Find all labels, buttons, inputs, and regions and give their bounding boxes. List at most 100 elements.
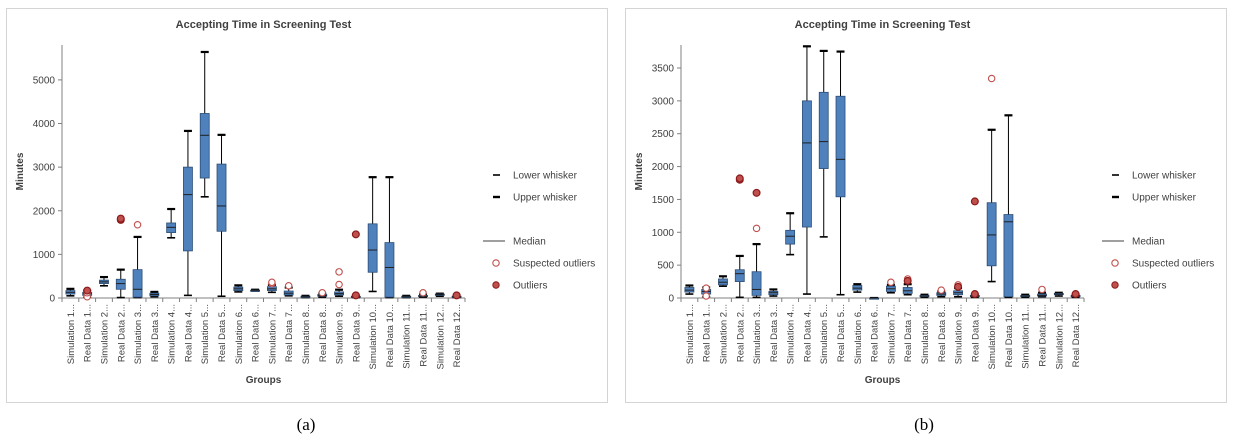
box-group — [317, 289, 328, 298]
chart-title: Accepting Time in Screening Test — [176, 19, 352, 31]
x-tick-label: Real Data 9... — [351, 304, 362, 362]
x-tick-label: Real Data 1... — [83, 304, 94, 362]
x-tick-label: Simulation 5... — [819, 304, 830, 364]
x-tick-label: Real Data 5... — [217, 304, 228, 362]
box-group — [785, 212, 796, 256]
box-group — [199, 50, 210, 198]
iqr-box — [751, 271, 762, 296]
suspected-outlier-point — [133, 220, 142, 229]
x-tick-label: Real Data 11... — [1038, 304, 1049, 367]
box-group — [718, 275, 728, 287]
x-tick-label: Real Data 3... — [769, 304, 780, 362]
box-group — [300, 294, 311, 299]
x-tick-label: Real Data 7... — [284, 304, 295, 362]
iqr-box — [1003, 214, 1014, 298]
legend-outliers-swatch — [492, 281, 500, 289]
suspected-outlier-point — [702, 292, 710, 300]
suspected-outlier-point — [702, 284, 710, 292]
box-group — [986, 74, 997, 283]
y-tick-label: 500 — [657, 261, 674, 272]
box-group — [350, 230, 361, 300]
x-tick-label: Real Data 2... — [735, 304, 746, 362]
box-group — [82, 286, 93, 301]
outlier-point — [970, 290, 979, 299]
iqr-box — [986, 202, 997, 267]
outlier-point — [351, 230, 360, 239]
y-tick-label: 1000 — [652, 228, 675, 239]
box-group — [132, 220, 143, 299]
box-group — [334, 268, 344, 298]
iqr-box — [367, 223, 378, 273]
box-group — [684, 284, 695, 295]
y-tick-label: 1000 — [33, 250, 56, 261]
x-axis-label: Groups — [246, 375, 282, 386]
box-group — [936, 286, 947, 298]
y-tick-label: 3000 — [33, 163, 56, 174]
iqr-box — [818, 91, 829, 169]
iqr-box — [384, 242, 395, 298]
x-tick-label: Real Data 1... — [702, 304, 713, 362]
x-tick-label: Simulation 1... — [685, 304, 696, 364]
x-tick-label: Real Data 4... — [183, 304, 194, 362]
suspected-outlier-point — [419, 289, 427, 297]
y-tick-label: 3500 — [652, 64, 675, 75]
box-group — [418, 289, 428, 298]
box-group — [835, 50, 846, 296]
chart-title: Accepting Time in Screening Test — [795, 19, 971, 31]
legend-lower-whisker-label: Lower whisker — [513, 171, 578, 182]
x-tick-label: Simulation 5... — [200, 304, 211, 364]
x-tick-label: Simulation 3... — [133, 304, 144, 364]
outlier-point — [903, 276, 912, 285]
outlier-point — [83, 286, 92, 295]
legend: Lower whisker Upper whisker Median Suspecte… — [1102, 171, 1214, 292]
x-tick-label: Simulation 10... — [368, 304, 379, 369]
iqr-box — [216, 163, 227, 232]
x-tick-label: Real Data 12... — [452, 304, 463, 367]
y-axis-label: Minutes — [634, 152, 645, 190]
y-tick-label: 2500 — [652, 129, 675, 140]
suspected-outlier-point — [318, 289, 327, 297]
box-group — [233, 284, 244, 293]
box-group — [1003, 114, 1014, 299]
legend-lower-whisker-label: Lower whisker — [1132, 171, 1197, 182]
outlier-point — [752, 188, 761, 197]
x-tick-label: Real Data 5... — [836, 304, 847, 362]
suspected-outlier-point — [887, 278, 895, 286]
legend-outliers-swatch — [1111, 281, 1119, 289]
x-tick-label: Simulation 8... — [920, 304, 931, 364]
outlier-point — [954, 282, 963, 291]
caption-b: (b) — [914, 415, 934, 434]
x-tick-label: Simulation 9... — [335, 304, 346, 364]
x-tick-label: Simulation 7... — [267, 304, 278, 364]
outlier-point — [1071, 290, 1080, 299]
suspected-outlier-point — [268, 278, 276, 287]
box-group — [969, 197, 980, 299]
x-axis-label: Groups — [865, 375, 901, 386]
iqr-box — [199, 113, 210, 179]
box-group — [250, 288, 261, 292]
x-tick-label: Simulation 4... — [786, 304, 797, 364]
box-plot-chart-b: Accepting Time in Screening Test 0 500 1000… — [634, 19, 1214, 386]
box-group — [434, 292, 445, 298]
suspected-outlier-point — [937, 286, 946, 294]
x-tick-label: Simulation 7... — [886, 304, 897, 364]
x-tick-label: Simulation 2... — [99, 304, 110, 364]
box-group — [451, 291, 462, 300]
iqr-box — [785, 229, 796, 245]
legend-suspected-outliers-label: Suspected outliers — [513, 259, 595, 270]
x-tick-label: Real Data 7... — [903, 304, 914, 362]
x-tick-label: Real Data 4... — [802, 304, 813, 362]
x-tick-label: Real Data 8... — [318, 304, 329, 362]
iqr-box — [132, 269, 143, 298]
box-group — [65, 287, 76, 297]
y-tick-label: 0 — [49, 294, 55, 305]
x-tick-label: Real Data 6... — [870, 304, 881, 362]
iqr-box — [734, 269, 745, 282]
box-group — [701, 284, 712, 300]
x-tick-label: Real Data 11... — [419, 304, 430, 367]
y-tick-label: 2000 — [652, 162, 675, 173]
x-tick-label: Real Data 9... — [970, 304, 981, 362]
box-group — [885, 278, 896, 294]
x-tick-label: Real Data 10... — [385, 304, 396, 367]
x-tick-label: Simulation 9... — [954, 304, 965, 364]
